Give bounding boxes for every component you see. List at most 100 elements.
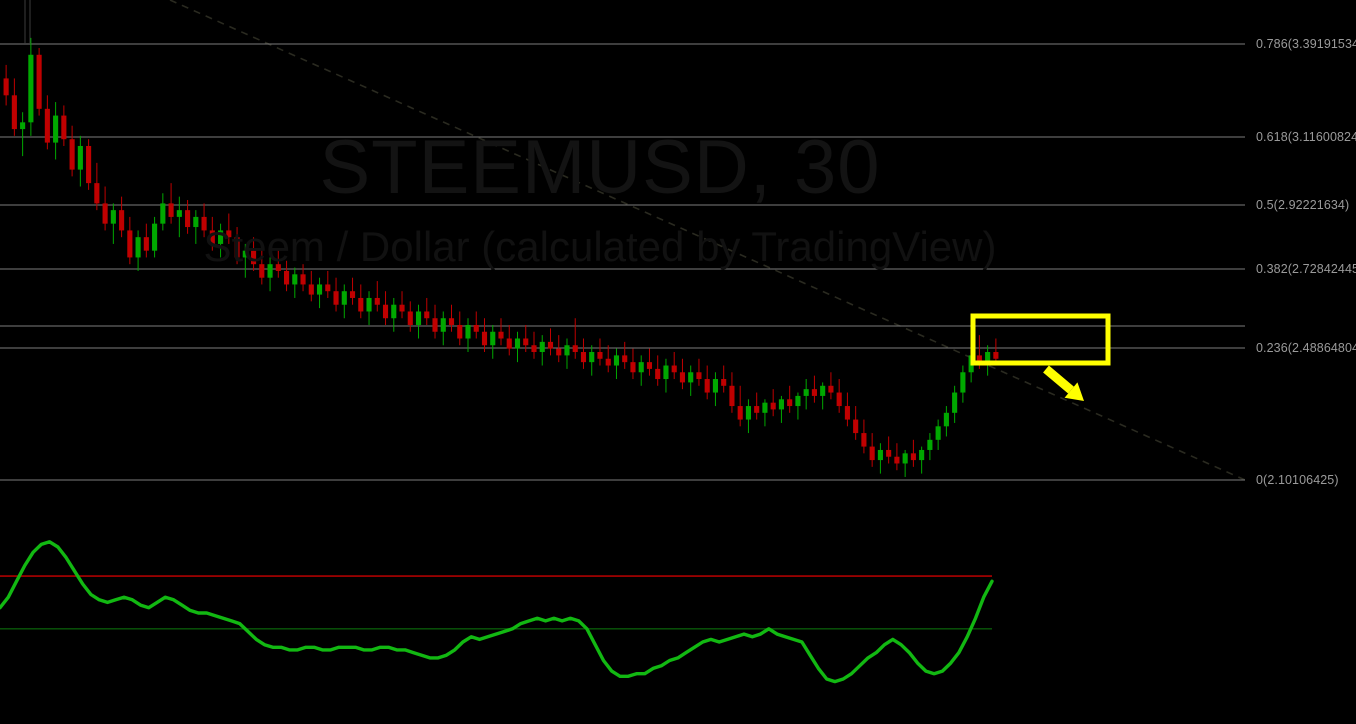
candle-body bbox=[226, 230, 232, 238]
price-chart-svg bbox=[0, 0, 1246, 481]
fib-gridline-group bbox=[0, 0, 1245, 481]
candle-body bbox=[366, 297, 372, 312]
candle-body bbox=[836, 392, 842, 407]
candle-body bbox=[729, 385, 735, 407]
candle-body bbox=[44, 108, 50, 143]
candle-body bbox=[646, 362, 653, 369]
candle-body bbox=[490, 331, 496, 346]
candle-body bbox=[127, 230, 133, 258]
candle-body bbox=[638, 362, 644, 373]
candle-body bbox=[110, 210, 116, 224]
candle-body bbox=[952, 392, 958, 413]
candlestick-series bbox=[3, 37, 999, 477]
down-right-arrow-shaft bbox=[1043, 365, 1074, 394]
candle-body bbox=[671, 365, 677, 373]
candle-body bbox=[985, 352, 991, 363]
candle-body bbox=[11, 95, 17, 130]
candle-body bbox=[869, 446, 875, 461]
candle-body bbox=[152, 223, 158, 251]
candle-body bbox=[556, 348, 562, 356]
candle-body bbox=[77, 145, 83, 170]
candle-body bbox=[861, 433, 867, 447]
candle-body bbox=[531, 345, 537, 353]
candle-body bbox=[820, 385, 826, 396]
candle-body bbox=[481, 331, 488, 346]
indicator-line-series bbox=[0, 540, 994, 684]
candle-body bbox=[754, 406, 760, 413]
candle-body bbox=[259, 264, 265, 278]
fib-label-0.236: 0.236(2.48864804 bbox=[1256, 341, 1356, 355]
candle-body bbox=[325, 284, 331, 292]
candle-body bbox=[976, 355, 982, 363]
candle-body bbox=[168, 203, 174, 217]
candle-body bbox=[655, 368, 661, 380]
candle-body bbox=[333, 291, 339, 305]
candle-body bbox=[745, 406, 751, 420]
candle-body bbox=[349, 291, 356, 298]
candle-body bbox=[209, 230, 215, 244]
indicator-level-lines bbox=[0, 575, 992, 630]
candle-body bbox=[251, 250, 257, 265]
fib-label-0: 0(2.10106425) bbox=[1256, 473, 1339, 487]
fib-label-0.382: 0.382(2.72842445 bbox=[1256, 262, 1356, 276]
candle-body bbox=[69, 139, 75, 170]
candle-body bbox=[564, 345, 570, 356]
candle-body bbox=[910, 453, 916, 461]
candle-body bbox=[622, 355, 628, 363]
candle-body bbox=[440, 318, 446, 332]
fib-label-0.5: 0.5(2.92221634) bbox=[1256, 198, 1350, 212]
candle-body bbox=[267, 264, 273, 278]
candle-body bbox=[374, 297, 380, 305]
candle-body bbox=[935, 426, 941, 440]
candle-body bbox=[292, 274, 298, 285]
candle-body bbox=[993, 352, 999, 359]
candle-body bbox=[721, 379, 727, 386]
candle-body bbox=[679, 372, 686, 383]
candle-body bbox=[787, 399, 793, 407]
candle-body bbox=[36, 54, 42, 109]
candle-body bbox=[778, 399, 784, 410]
candle-body bbox=[308, 284, 314, 295]
candle-body bbox=[811, 389, 817, 396]
annotation-overlay bbox=[970, 313, 1111, 401]
candle-body bbox=[448, 318, 455, 325]
candle-body bbox=[704, 379, 710, 393]
candle-body bbox=[828, 385, 834, 393]
candle-body bbox=[465, 324, 471, 339]
candle-body bbox=[572, 345, 578, 353]
candle-body bbox=[358, 297, 364, 312]
candle-body bbox=[53, 115, 59, 143]
candle-body bbox=[20, 122, 26, 130]
candle-body bbox=[770, 402, 776, 410]
candle-body bbox=[630, 362, 636, 373]
candle-body bbox=[803, 389, 809, 396]
candle-body bbox=[218, 230, 224, 244]
price-chart-pane[interactable]: STEEMUSD, 30 Steem / Dollar (calculated … bbox=[0, 0, 1356, 504]
candle-body bbox=[597, 352, 603, 359]
candle-body bbox=[473, 324, 479, 332]
candle-body bbox=[506, 338, 512, 349]
candle-body bbox=[193, 216, 199, 228]
highlight-box bbox=[970, 313, 1111, 366]
candle-body bbox=[737, 406, 743, 420]
candle-body bbox=[589, 352, 595, 363]
candle-body bbox=[94, 183, 100, 204]
candle-body bbox=[185, 210, 191, 228]
candle-body bbox=[894, 456, 900, 464]
candle-body bbox=[844, 406, 850, 420]
candle-body bbox=[3, 78, 9, 96]
candle-body bbox=[943, 412, 949, 427]
candle-body bbox=[877, 449, 883, 461]
candle-body bbox=[316, 284, 323, 295]
candle-body bbox=[853, 419, 859, 434]
candle-body bbox=[762, 402, 768, 413]
candle-body bbox=[382, 304, 389, 319]
indicator-path bbox=[0, 540, 994, 684]
candle-body bbox=[712, 379, 719, 393]
candle-body bbox=[61, 115, 67, 140]
indicator-pane[interactable] bbox=[0, 504, 1356, 724]
candle-body bbox=[960, 372, 966, 393]
down-right-arrow-head bbox=[1064, 382, 1084, 401]
candle-body bbox=[605, 358, 611, 366]
